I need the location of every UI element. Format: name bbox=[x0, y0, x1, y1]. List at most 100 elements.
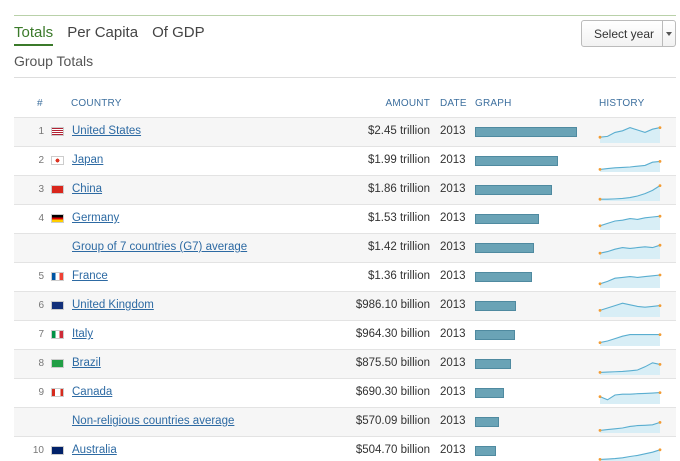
sparkline-line bbox=[599, 334, 660, 344]
graph-bar bbox=[475, 301, 516, 311]
graph-bar bbox=[475, 127, 577, 137]
history-sparkline[interactable] bbox=[598, 354, 662, 376]
history-sparkline[interactable] bbox=[598, 151, 662, 173]
row-date: 2013 bbox=[440, 241, 466, 253]
flag-de-icon bbox=[51, 214, 64, 223]
sparkline-end-dot bbox=[658, 243, 662, 247]
row-amount: $690.30 billion bbox=[355, 386, 430, 398]
row-rank: 2 bbox=[38, 155, 44, 166]
chevron-down-icon[interactable] bbox=[662, 21, 675, 46]
sparkline-start-dot bbox=[598, 251, 602, 255]
row-date: 2013 bbox=[440, 270, 466, 282]
table-row: 5 France $1.36 trillion 2013 bbox=[14, 262, 676, 291]
sparkline-start-dot bbox=[598, 197, 602, 201]
graph-bar bbox=[475, 272, 532, 282]
history-sparkline[interactable] bbox=[598, 412, 662, 434]
sparkline-line bbox=[599, 215, 661, 227]
history-sparkline[interactable] bbox=[598, 383, 662, 405]
table-row: 2 Japan $1.99 trillion 2013 bbox=[14, 146, 676, 175]
table-row: 10 Australia $504.70 billion 2013 bbox=[14, 436, 676, 461]
table-row: Non-religious countries average $570.09 b… bbox=[14, 407, 676, 436]
row-date: 2013 bbox=[440, 299, 466, 311]
sparkline-line bbox=[599, 274, 661, 285]
graph-bar bbox=[475, 388, 504, 398]
flag-us-icon bbox=[51, 127, 64, 136]
sparkline-start-dot bbox=[598, 458, 602, 461]
row-amount: $875.50 billion bbox=[355, 357, 430, 369]
sparkline-line bbox=[599, 127, 661, 138]
sparkline-area bbox=[600, 127, 660, 143]
table-row: 8 Brazil $875.50 billion 2013 bbox=[14, 349, 676, 378]
sparkline-area bbox=[600, 161, 660, 172]
sparkline-start-dot bbox=[598, 168, 602, 171]
country-link[interactable]: Non-religious countries average bbox=[72, 415, 235, 427]
graph-bar bbox=[475, 243, 534, 253]
history-sparkline[interactable] bbox=[598, 441, 662, 461]
section-divider bbox=[14, 77, 676, 78]
sparkline-line bbox=[599, 421, 661, 431]
graph-bar bbox=[475, 214, 539, 224]
top-divider bbox=[14, 15, 676, 16]
sparkline-start-dot bbox=[598, 224, 602, 228]
sparkline-start-dot bbox=[598, 135, 602, 139]
sparkline-area bbox=[600, 216, 660, 230]
tab-of-gdp[interactable]: Of GDP bbox=[152, 24, 205, 41]
tab-totals[interactable]: Totals bbox=[14, 22, 54, 46]
row-date: 2013 bbox=[440, 415, 466, 427]
sparkline-line bbox=[599, 244, 661, 254]
sparkline-start-dot bbox=[598, 395, 602, 398]
history-sparkline[interactable] bbox=[598, 209, 662, 231]
row-rank: 5 bbox=[38, 271, 44, 282]
tab-per-capita[interactable]: Per Capita bbox=[67, 24, 139, 41]
row-amount: $1.86 trillion bbox=[367, 183, 430, 195]
sparkline-end-dot bbox=[658, 126, 662, 129]
year-select[interactable]: Select year bbox=[581, 20, 676, 47]
header-rank: # bbox=[37, 98, 43, 109]
history-sparkline[interactable] bbox=[598, 296, 662, 318]
sparkline-line bbox=[599, 160, 661, 170]
row-amount: $570.09 billion bbox=[355, 415, 430, 427]
sparkline-line bbox=[600, 185, 661, 200]
country-link[interactable]: Japan bbox=[72, 154, 104, 166]
country-link[interactable]: Italy bbox=[72, 328, 94, 340]
sparkline-area bbox=[600, 303, 660, 317]
flag-au-icon bbox=[51, 446, 64, 455]
history-sparkline[interactable] bbox=[598, 238, 662, 260]
country-link[interactable]: Brazil bbox=[72, 357, 101, 369]
flag-cn-icon bbox=[51, 185, 64, 194]
row-amount: $964.30 billion bbox=[355, 328, 430, 340]
country-link[interactable]: Australia bbox=[72, 444, 117, 456]
table-row: 7 Italy $964.30 billion 2013 bbox=[14, 320, 676, 349]
table-row: 3 China $1.86 trillion 2013 bbox=[14, 175, 676, 204]
table-row: 6 United Kingdom $986.10 billion 2013 bbox=[14, 291, 676, 320]
header-country[interactable]: COUNTRY bbox=[71, 98, 122, 109]
country-link[interactable]: China bbox=[72, 183, 103, 195]
sparkline-area bbox=[600, 449, 660, 461]
history-sparkline[interactable] bbox=[598, 267, 662, 289]
row-amount: $1.53 trillion bbox=[367, 212, 430, 224]
history-sparkline[interactable] bbox=[598, 180, 662, 202]
country-link[interactable]: Germany bbox=[72, 212, 120, 224]
sparkline-line bbox=[599, 362, 661, 373]
row-rank: 3 bbox=[38, 184, 44, 195]
sparkline-end-dot bbox=[658, 333, 662, 336]
row-amount: $1.42 trillion bbox=[367, 241, 430, 253]
country-link[interactable]: Canada bbox=[72, 386, 113, 398]
history-sparkline[interactable] bbox=[598, 325, 662, 347]
sparkline-start-dot bbox=[598, 371, 602, 374]
history-sparkline[interactable] bbox=[598, 122, 662, 144]
header-amount[interactable]: AMOUNT bbox=[385, 98, 430, 109]
row-rank: 7 bbox=[38, 329, 44, 340]
row-amount: $504.70 billion bbox=[355, 444, 430, 456]
country-link[interactable]: United States bbox=[72, 125, 142, 137]
sparkline-end-dot bbox=[658, 448, 662, 452]
row-amount: $1.36 trillion bbox=[367, 270, 430, 282]
country-link[interactable]: France bbox=[72, 270, 108, 282]
graph-bar bbox=[475, 185, 552, 195]
sparkline-end-dot bbox=[658, 363, 662, 366]
row-rank: 1 bbox=[38, 126, 44, 137]
row-date: 2013 bbox=[440, 328, 466, 340]
header-date[interactable]: DATE bbox=[440, 98, 467, 109]
country-link[interactable]: United Kingdom bbox=[72, 299, 154, 311]
country-link[interactable]: Group of 7 countries (G7) average bbox=[72, 241, 248, 253]
